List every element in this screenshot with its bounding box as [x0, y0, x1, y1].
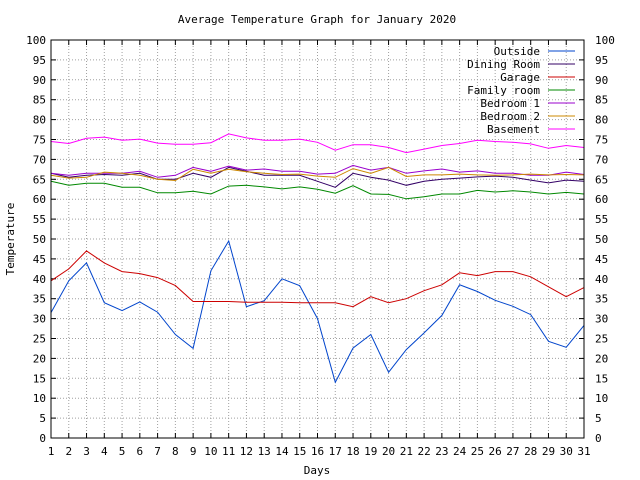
y-tick-label: 30 [33, 313, 46, 326]
y-tick-label: 45 [33, 253, 46, 266]
y-tick-label-right: 80 [595, 114, 608, 127]
y-tick-label-right: 90 [595, 74, 608, 87]
legend-label: Family room [467, 84, 540, 97]
y-tick-label: 70 [33, 153, 46, 166]
series-lines [50, 133, 585, 384]
y-tick-label: 55 [33, 213, 46, 226]
y-tick-label-right: 20 [595, 352, 608, 365]
legend-label: Dining Room [467, 58, 540, 71]
x-tick-label: 21 [400, 445, 413, 458]
y-tick-label: 40 [33, 273, 46, 286]
series-line-outside [50, 239, 585, 384]
x-tick-label: 8 [172, 445, 179, 458]
x-tick-label: 24 [453, 445, 467, 458]
series-line-basement [50, 133, 585, 154]
y-tick-label-right: 60 [595, 193, 608, 206]
x-tick-label: 23 [435, 445, 448, 458]
y-tick-label-right: 25 [595, 333, 608, 346]
x-tick-label: 18 [346, 445, 359, 458]
x-tick-label: 3 [83, 445, 90, 458]
x-tick-label: 12 [240, 445, 253, 458]
x-tick-label: 22 [417, 445, 430, 458]
series-line-dining-room [50, 166, 585, 188]
legend-label: Bedroom 1 [480, 97, 540, 110]
y-tick-label-right: 5 [595, 412, 602, 425]
series-line-family-room [50, 180, 585, 200]
y-tick-label: 0 [39, 432, 46, 445]
x-tick-label: 30 [560, 445, 573, 458]
y-tick-label-right: 55 [595, 213, 608, 226]
x-tick-label: 10 [204, 445, 217, 458]
x-tick-label: 25 [471, 445, 484, 458]
y-tick-label: 20 [33, 352, 46, 365]
y-tick-label-right: 100 [595, 34, 615, 47]
y-tick-label-right: 85 [595, 94, 608, 107]
y-tick-label: 5 [39, 412, 46, 425]
y-tick-label: 85 [33, 94, 46, 107]
y-tick-label: 35 [33, 293, 46, 306]
y-tick-label-right: 30 [595, 313, 608, 326]
x-tick-label: 5 [119, 445, 126, 458]
y-tick-label: 10 [33, 392, 46, 405]
y-tick-label-right: 95 [595, 54, 608, 67]
chart-title: Average Temperature Graph for January 20… [178, 13, 456, 26]
y-tick-label-right: 35 [595, 293, 608, 306]
x-tick-label: 26 [489, 445, 502, 458]
plot-border [50, 39, 585, 439]
y-tick-label: 75 [33, 134, 46, 147]
y-tick-label: 80 [33, 114, 46, 127]
x-tick-label: 1 [48, 445, 55, 458]
series-line-bedroom-1 [50, 164, 585, 178]
x-tick-label: 29 [542, 445, 555, 458]
y-tick-label: 15 [33, 372, 46, 385]
x-axis-label: Days [304, 464, 331, 477]
legend-label: Garage [500, 71, 540, 84]
x-tick-label: 19 [364, 445, 377, 458]
x-tick-label: 17 [329, 445, 342, 458]
y-tick-label-right: 65 [595, 173, 608, 186]
y-axis-label: Temperature [4, 203, 17, 276]
y-tick-label: 25 [33, 333, 46, 346]
series-line-bedroom-2 [50, 166, 585, 182]
legend-label: Outside [494, 45, 540, 58]
y-tick-label-right: 50 [595, 233, 608, 246]
legend-label: Basement [487, 123, 540, 136]
series-line-garage [50, 250, 585, 308]
y-tick-label-right: 75 [595, 134, 608, 147]
x-tick-label: 4 [101, 445, 108, 458]
x-tick-label: 13 [258, 445, 271, 458]
x-tick-label: 20 [382, 445, 395, 458]
x-tick-label: 27 [506, 445, 519, 458]
y-tick-label: 95 [33, 54, 46, 67]
x-tick-label: 16 [311, 445, 324, 458]
y-tick-label-right: 45 [595, 253, 608, 266]
legend-label: Bedroom 2 [480, 110, 540, 123]
x-tick-label: 28 [524, 445, 537, 458]
y-tick-label: 90 [33, 74, 46, 87]
y-tick-label: 65 [33, 173, 46, 186]
grid [51, 40, 584, 438]
x-tick-label: 7 [154, 445, 161, 458]
x-tick-label: 14 [275, 445, 289, 458]
y-tick-label-right: 0 [595, 432, 602, 445]
x-tick-label: 9 [190, 445, 197, 458]
y-tick-label: 60 [33, 193, 46, 206]
y-tick-label-right: 70 [595, 153, 608, 166]
y-tick-label-right: 40 [595, 273, 608, 286]
x-tick-label: 31 [577, 445, 590, 458]
y-tick-label: 50 [33, 233, 46, 246]
y-tick-label-right: 15 [595, 372, 608, 385]
y-tick-label-right: 10 [595, 392, 608, 405]
x-tick-label: 15 [293, 445, 306, 458]
x-tick-label: 2 [65, 445, 72, 458]
y-tick-label: 100 [26, 34, 46, 47]
x-tick-label: 11 [222, 445, 235, 458]
x-tick-label: 6 [137, 445, 144, 458]
